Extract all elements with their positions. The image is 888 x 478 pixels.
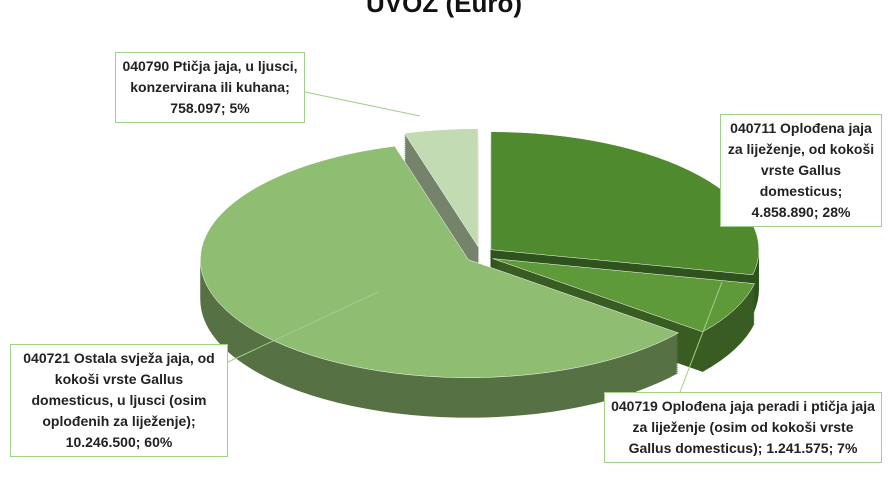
percent-label: 60% [144, 434, 173, 450]
label-name: 040719 Oplođena jaja peradi i ptičja jaj… [611, 398, 875, 456]
separator: ; [190, 413, 196, 429]
value-label: 758.097 [170, 100, 221, 116]
label-name: 040721 Ostala svježa jaja, od kokoši vrs… [23, 350, 215, 429]
leader-line [679, 281, 723, 393]
data-label: 040719 Oplođena jaja peradi i ptičja jaj… [604, 392, 882, 463]
value-label: 10.246.500 [65, 434, 136, 450]
separator: ; [813, 204, 823, 220]
separator: ; [285, 79, 290, 95]
data-label: 040790 Ptičja jaja, u ljusci, konzervira… [115, 52, 305, 123]
slice [492, 258, 755, 333]
leader-line [304, 91, 421, 117]
separator: ; [837, 183, 843, 199]
leader-line [227, 291, 379, 363]
label-name: 040711 Oplođena jaja za liježenje, od ko… [727, 120, 875, 199]
separator: ; [828, 440, 838, 456]
slice [490, 131, 760, 276]
label-name: 040790 Ptičja jaja, u ljusci, konzervira… [122, 58, 298, 95]
slice [200, 145, 680, 378]
value-label: 1.241.575 [766, 440, 829, 456]
value-label: 4.858.890 [751, 204, 814, 220]
separator: ; [757, 440, 767, 456]
percent-label: 7% [837, 440, 858, 456]
separator: ; [220, 100, 230, 116]
slice [403, 128, 479, 248]
data-label: 040711 Oplođena jaja za liježenje, od ko… [720, 114, 882, 227]
percent-label: 28% [822, 204, 851, 220]
percent-label: 5% [229, 100, 250, 116]
data-label: 040721 Ostala svježa jaja, od kokoši vrs… [10, 344, 228, 457]
chart-title: UVOZ (Euro) [366, 0, 522, 18]
separator: ; [135, 434, 145, 450]
